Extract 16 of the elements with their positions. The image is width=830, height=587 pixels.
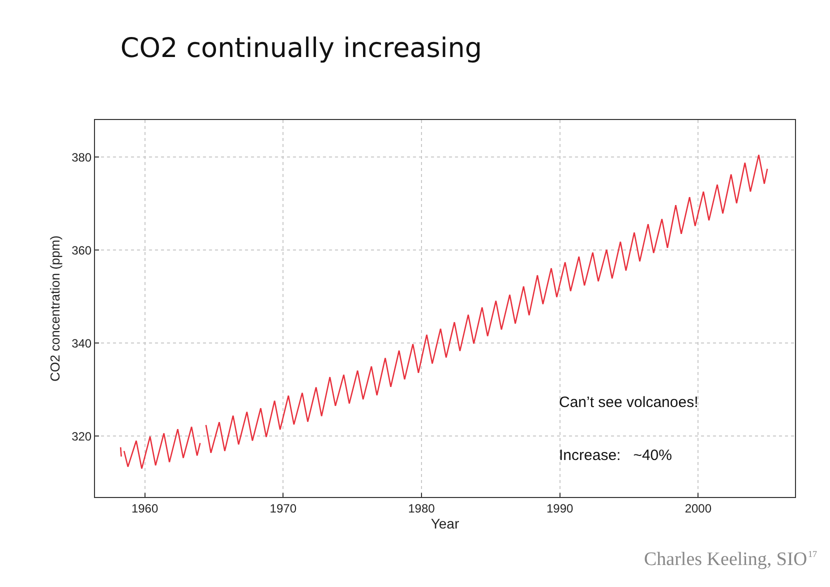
x-tick-label: 1980 xyxy=(408,501,436,516)
y-axis-title: CO2 concentration (ppm) xyxy=(48,236,63,382)
x-tick-label: 1960 xyxy=(131,501,158,516)
chart-title: CO2 continually increasing xyxy=(120,33,482,64)
x-tick-label: 1990 xyxy=(546,501,574,516)
x-tick-label: 1970 xyxy=(270,501,297,516)
y-tick-label: 360 xyxy=(72,243,92,258)
text: Charles Keeling, SIO xyxy=(644,549,808,570)
y-tick-label: 320 xyxy=(72,429,92,444)
text: 17 xyxy=(808,549,818,559)
y-tick-label: 340 xyxy=(72,336,92,350)
x-axis-title: Year xyxy=(430,516,460,532)
x-tick-label: 2000 xyxy=(684,501,712,516)
annotation: Increase: ~40% xyxy=(559,447,672,464)
annotation: Can’t see volcanoes! xyxy=(559,394,698,411)
y-tick-label: 380 xyxy=(72,150,92,164)
